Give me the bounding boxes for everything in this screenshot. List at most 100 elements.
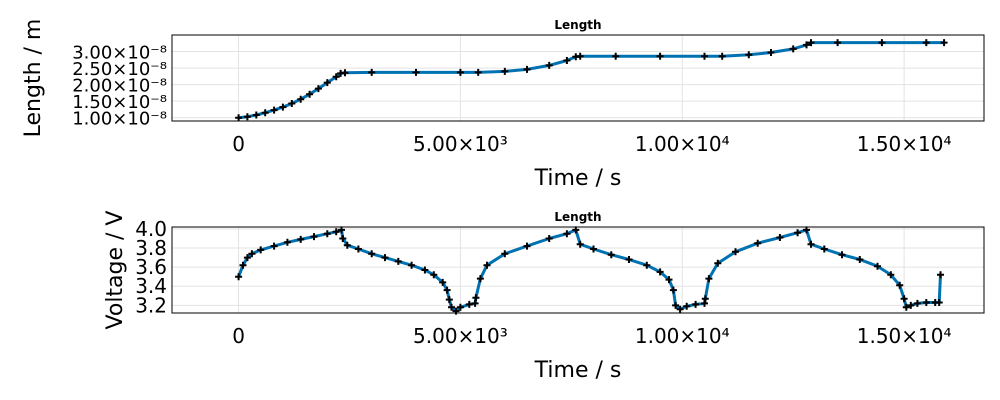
data-point-marker — [476, 275, 484, 283]
plot-frame — [171, 34, 985, 122]
data-point-marker — [935, 299, 943, 306]
data-point-marker — [341, 69, 349, 77]
data-point-marker — [314, 85, 322, 93]
data-point-marker — [270, 242, 278, 250]
data-point-marker — [907, 301, 915, 309]
y-tick-label: 4.0 — [135, 217, 167, 241]
data-point-marker — [807, 240, 815, 248]
data-point-marker — [803, 41, 810, 49]
series-line — [238, 41, 945, 120]
data-point-marker — [643, 261, 651, 269]
data-point-marker — [576, 52, 584, 60]
data-point-marker — [338, 226, 345, 234]
y-tick-label: 1.00×10⁻⁸ — [72, 109, 167, 130]
x-tick-labels: 0 5.00×10³ 1.00×10⁴ 1.50×10⁴ — [232, 324, 951, 348]
data-point-marker — [545, 235, 553, 242]
data-point-marker — [607, 251, 615, 259]
x-tick-label: 1.50×10⁴ — [857, 324, 952, 348]
data-point-marker — [354, 245, 362, 253]
data-point-marker — [856, 256, 864, 263]
y-tick-label: 2.50×10⁻⁸ — [72, 59, 167, 80]
length-series — [235, 39, 948, 122]
data-point-marker — [472, 294, 480, 302]
data-point-marker — [672, 301, 680, 309]
voltage-plot: Length 0 5.00×10³ 1.00×10⁴ 1.50×10⁴ 3.23.43… — [103, 210, 985, 383]
series-line — [237, 228, 942, 313]
data-point-marker — [820, 245, 828, 253]
x-tick-label: 1.00×10⁴ — [635, 324, 730, 348]
data-point-marker — [714, 259, 722, 267]
data-point-marker — [368, 250, 376, 258]
data-point-marker — [243, 254, 251, 262]
x-tick-label: 5.00×10³ — [413, 132, 508, 156]
data-point-marker — [421, 266, 429, 274]
data-point-marker — [701, 52, 708, 60]
data-point-marker — [297, 95, 305, 103]
grid-lines — [172, 35, 984, 121]
data-point-marker — [545, 61, 553, 69]
data-point-marker — [483, 261, 491, 269]
data-point-marker — [767, 49, 775, 56]
data-point-marker — [523, 65, 531, 73]
data-point-marker — [501, 250, 509, 258]
x-tick-label: 0 — [232, 324, 245, 348]
data-point-marker — [443, 286, 451, 294]
plot-frame — [171, 226, 985, 314]
data-point-marker — [874, 262, 881, 270]
x-tick-label: 5.00×10³ — [413, 324, 508, 348]
data-point-marker — [789, 45, 797, 53]
y-axis-label: Voltage / V — [103, 211, 128, 330]
data-point-marker — [896, 281, 904, 289]
data-point-marker — [343, 241, 351, 249]
x-axis-label: Time / s — [534, 358, 622, 383]
data-point-marker — [456, 68, 464, 76]
data-point-marker — [501, 67, 509, 75]
data-point-marker — [368, 68, 376, 76]
data-point-marker — [807, 39, 815, 47]
data-point-marker — [248, 250, 256, 258]
plot-title-length: Length — [554, 210, 601, 224]
data-point-marker — [523, 242, 531, 250]
data-point-marker — [563, 57, 571, 64]
data-point-marker — [288, 100, 296, 107]
data-point-marker — [408, 261, 416, 269]
data-point-marker — [310, 233, 318, 241]
y-tick-label: 2.00×10⁻⁸ — [72, 76, 167, 97]
data-point-marker — [576, 240, 584, 248]
x-tick-labels: 0 5.00×10³ 1.00×10⁴ 1.50×10⁴ — [232, 132, 951, 156]
data-point-marker — [656, 52, 664, 60]
data-point-marker — [838, 251, 846, 259]
data-point-marker — [913, 299, 921, 307]
data-point-marker — [474, 68, 482, 76]
y-axis-label: Length / m — [21, 19, 46, 138]
data-point-marker — [257, 246, 265, 254]
data-point-marker — [745, 51, 753, 59]
data-point-marker — [887, 271, 895, 279]
data-point-marker — [394, 257, 402, 265]
data-point-marker — [323, 79, 331, 87]
data-point-marker — [456, 303, 464, 311]
data-point-marker — [563, 230, 571, 238]
data-point-marker — [297, 235, 305, 243]
x-tick-label: 1.50×10⁴ — [857, 132, 952, 156]
data-point-marker — [612, 52, 620, 60]
data-point-marker — [279, 103, 287, 111]
data-point-marker — [625, 256, 633, 263]
data-point-marker — [323, 230, 331, 238]
data-point-marker — [683, 302, 691, 310]
x-axis-label: Time / s — [534, 166, 622, 191]
data-point-marker — [705, 275, 713, 283]
data-point-marker — [718, 52, 726, 60]
data-point-marker — [776, 234, 784, 241]
data-point-marker — [878, 39, 886, 47]
data-point-marker — [922, 39, 930, 47]
y-tick-labels: 1.00×10⁻⁸1.50×10⁻⁸2.00×10⁻⁸2.50×10⁻⁸3.00… — [72, 43, 167, 130]
data-point-marker — [590, 245, 597, 253]
y-tick-label: 3.8 — [135, 236, 167, 260]
data-point-marker — [243, 113, 251, 121]
data-point-marker — [235, 114, 243, 122]
data-point-marker — [701, 295, 709, 303]
data-point-marker — [332, 73, 340, 81]
y-tick-label: 3.2 — [135, 293, 167, 317]
